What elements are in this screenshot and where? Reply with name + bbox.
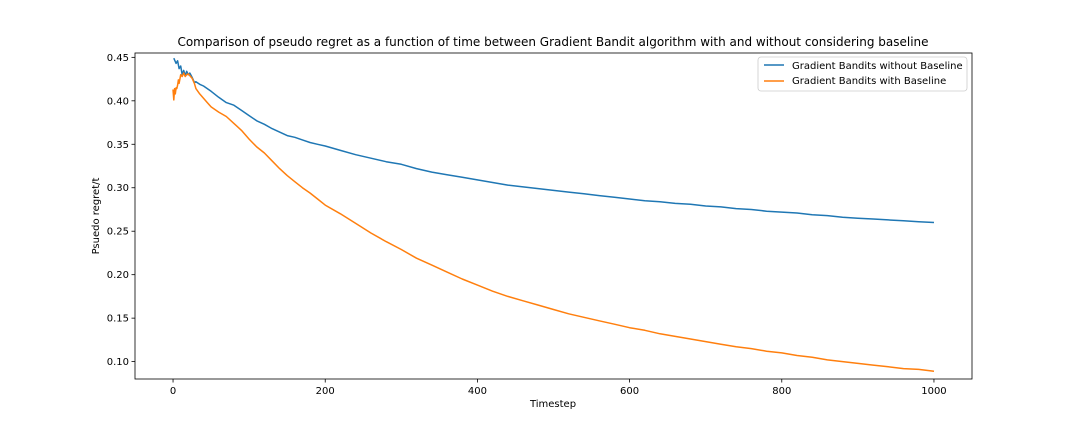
y-tick-label: 0.25 (107, 227, 129, 238)
legend-label-with-baseline: Gradient Bandits with Baseline (792, 76, 946, 87)
legend-box (757, 56, 968, 92)
y-tick-label: 0.20 (107, 270, 129, 281)
x-axis-label: Timestep (529, 399, 576, 410)
plot-area-frame (134, 52, 973, 380)
y-axis-ticks: 0.10 0.15 0.20 0.25 0.30 0.35 0.40 0.45 (107, 53, 135, 368)
y-tick-label: 0.10 (107, 357, 129, 368)
y-tick-label: 0.15 (107, 314, 129, 325)
legend-label-without-baseline: Gradient Bandits without Baseline (792, 61, 963, 72)
series-lines (172, 57, 935, 372)
x-tick-label: 0 (170, 386, 176, 397)
x-tick-label: 800 (772, 386, 791, 397)
y-tick-label: 0.30 (107, 183, 129, 194)
legend: Gradient Bandits without Baseline Gradie… (757, 56, 968, 92)
y-tick-label: 0.45 (107, 53, 129, 64)
y-tick-label: 0.35 (107, 140, 129, 151)
x-tick-label: 400 (468, 386, 487, 397)
x-tick-label: 1000 (921, 386, 946, 397)
x-axis-ticks: 0 200 400 600 800 1000 (170, 379, 947, 397)
y-tick-label: 0.40 (107, 96, 129, 107)
x-tick-label: 200 (316, 386, 335, 397)
y-axis-label: Psuedo regret/t (91, 178, 102, 255)
series-line-with-baseline (172, 72, 935, 372)
x-tick-label: 600 (620, 386, 639, 397)
chart-title: Comparison of pseudo regret as a functio… (177, 35, 928, 49)
